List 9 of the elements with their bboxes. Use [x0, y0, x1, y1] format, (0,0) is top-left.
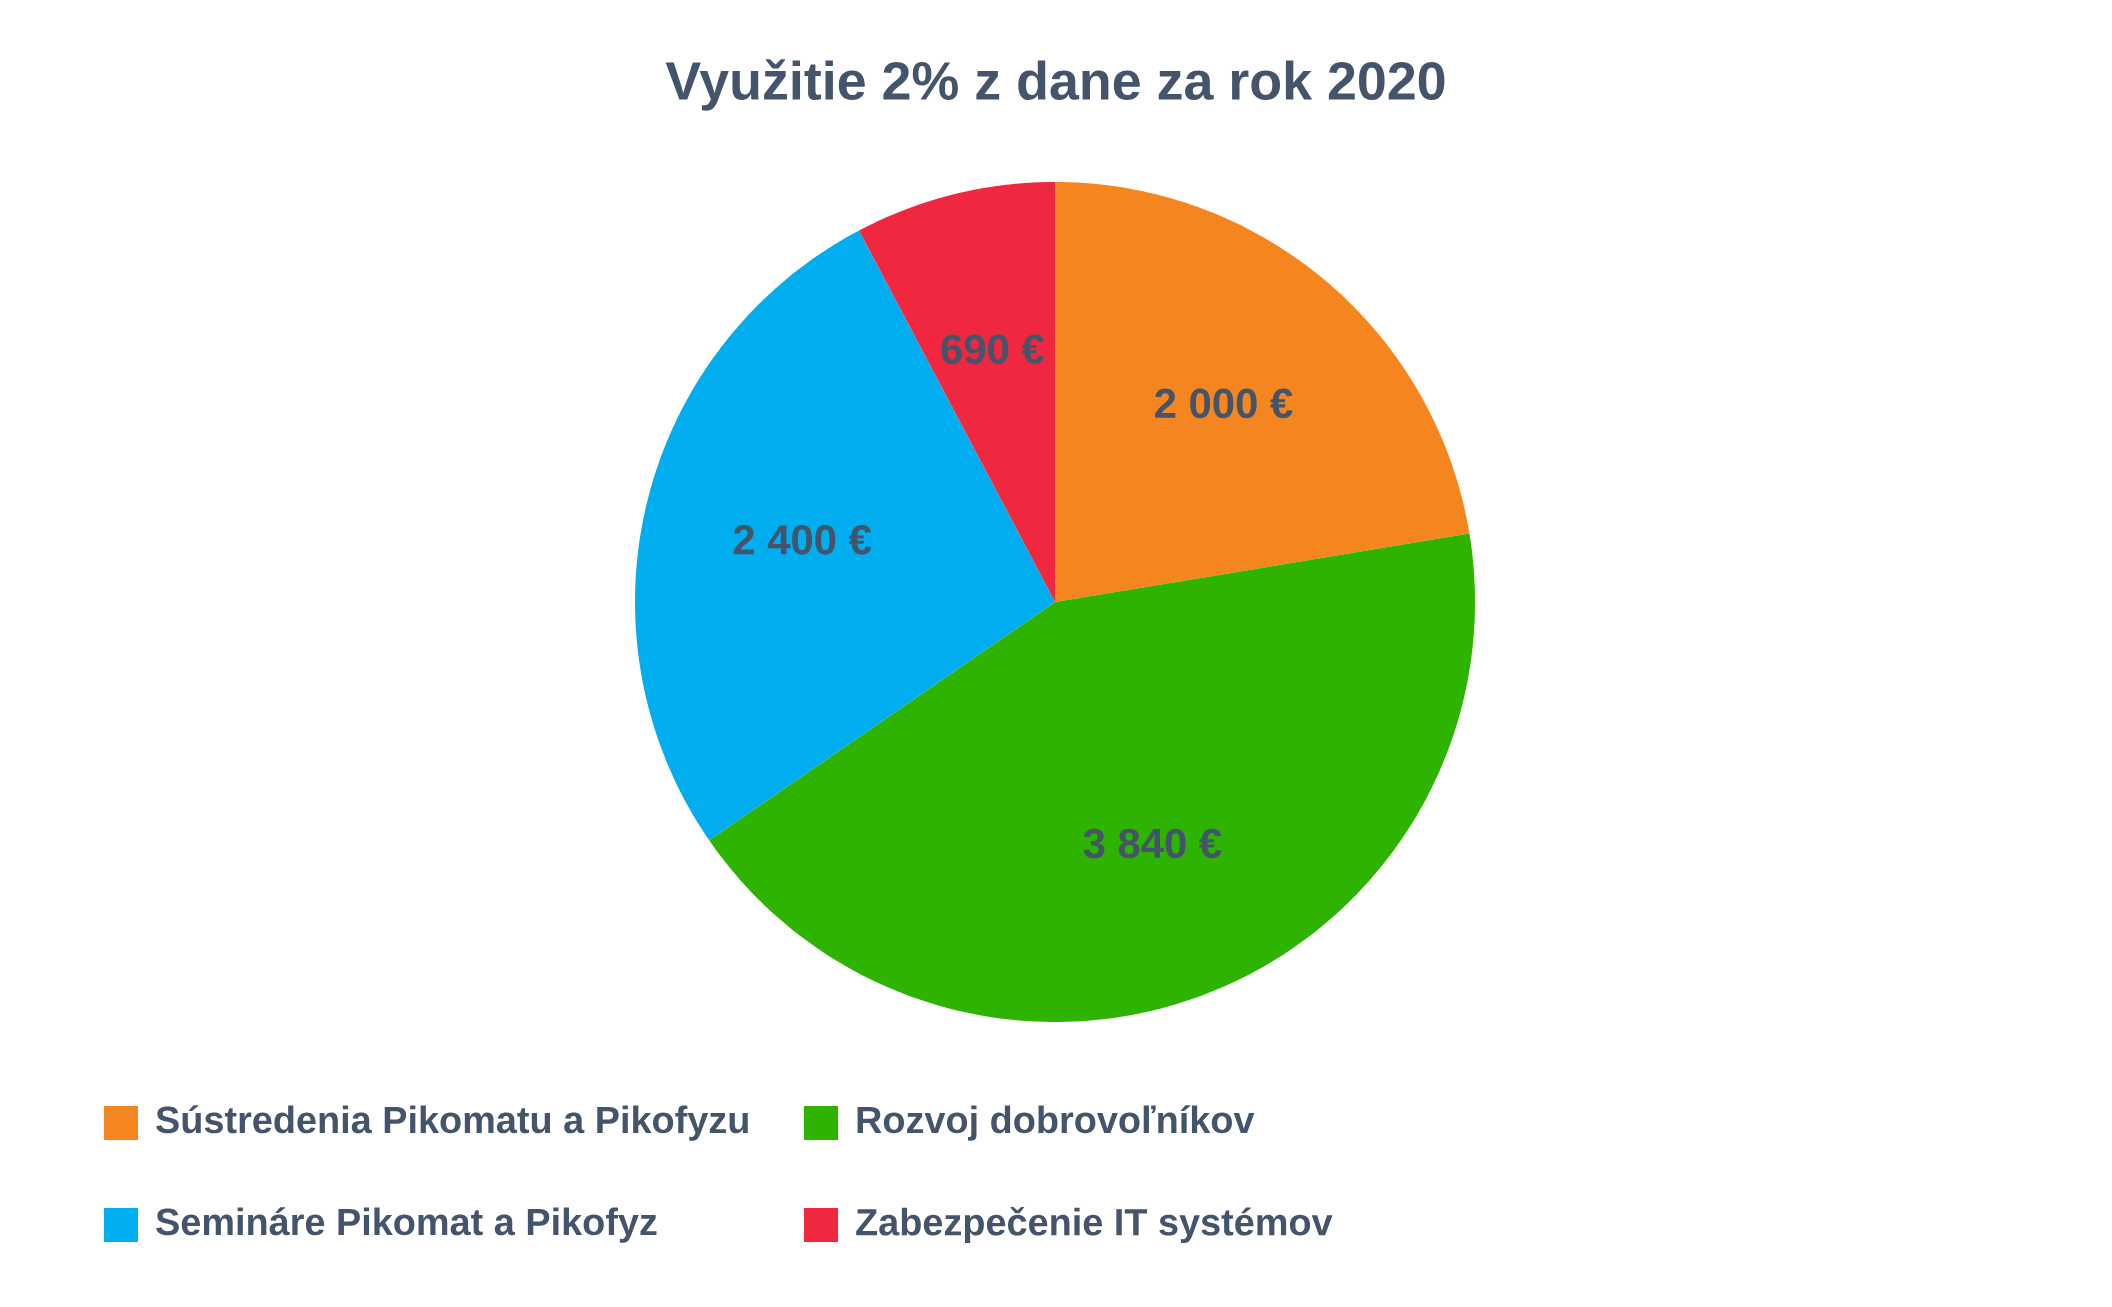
data-label: 3 840 €: [1083, 828, 1222, 859]
chart-title: Využitie 2% z dane za rok 2020: [665, 59, 1445, 111]
data-label: 2 000 €: [1155, 388, 1293, 419]
data-label: 2 400 €: [733, 525, 872, 555]
legend-label: Zabezpečenie IT systémov: [856, 1206, 1333, 1244]
legend-label: Rozvoj dobrovoľníkov: [857, 1105, 1255, 1141]
data-label: 690 €: [941, 334, 1044, 365]
legend-label: Semináre Pikomat a Pikofyz: [156, 1207, 657, 1243]
legend-label: Sústredenia Pikomatu a Pikofyzu: [156, 1105, 748, 1141]
